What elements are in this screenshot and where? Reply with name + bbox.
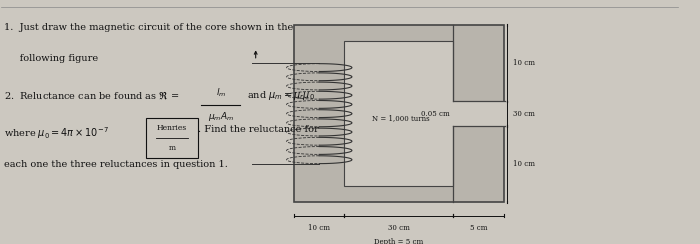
Text: m: m bbox=[168, 143, 176, 152]
Text: where $\mu_0 = 4\pi \times 10^{-7}$: where $\mu_0 = 4\pi \times 10^{-7}$ bbox=[4, 125, 109, 141]
Text: N = 1,000 turns: N = 1,000 turns bbox=[372, 114, 429, 122]
Text: 10 cm: 10 cm bbox=[513, 59, 535, 67]
Text: 2.  Reluctance can be found as $\mathfrak{R}$ =: 2. Reluctance can be found as $\mathfrak… bbox=[4, 89, 180, 101]
Text: 30 cm: 30 cm bbox=[513, 110, 535, 118]
Text: 30 cm: 30 cm bbox=[388, 224, 409, 232]
Text: 10 cm: 10 cm bbox=[513, 160, 535, 168]
Text: Henries: Henries bbox=[157, 124, 187, 132]
Text: 1.  Just draw the magnetic circuit of the core shown in the: 1. Just draw the magnetic circuit of the… bbox=[4, 23, 293, 32]
Bar bbox=[294, 25, 504, 202]
Text: and $\mu_m = \mu_r\mu_0$: and $\mu_m = \mu_r\mu_0$ bbox=[247, 89, 315, 102]
Bar bbox=[452, 102, 505, 126]
Text: following figure: following figure bbox=[4, 54, 98, 63]
Text: Depth = 5 cm: Depth = 5 cm bbox=[374, 238, 423, 244]
Text: 10 cm: 10 cm bbox=[308, 224, 330, 232]
Text: . Find the reluctance for: . Find the reluctance for bbox=[198, 125, 318, 134]
Text: 0.05 cm: 0.05 cm bbox=[421, 110, 450, 118]
Text: $l_m$: $l_m$ bbox=[216, 87, 226, 99]
Text: $\mu_m A_m$: $\mu_m A_m$ bbox=[208, 110, 234, 123]
Text: 5 cm: 5 cm bbox=[470, 224, 487, 232]
Bar bbox=[344, 41, 454, 186]
Text: each one the three reluctances in question 1.: each one the three reluctances in questi… bbox=[4, 160, 228, 169]
